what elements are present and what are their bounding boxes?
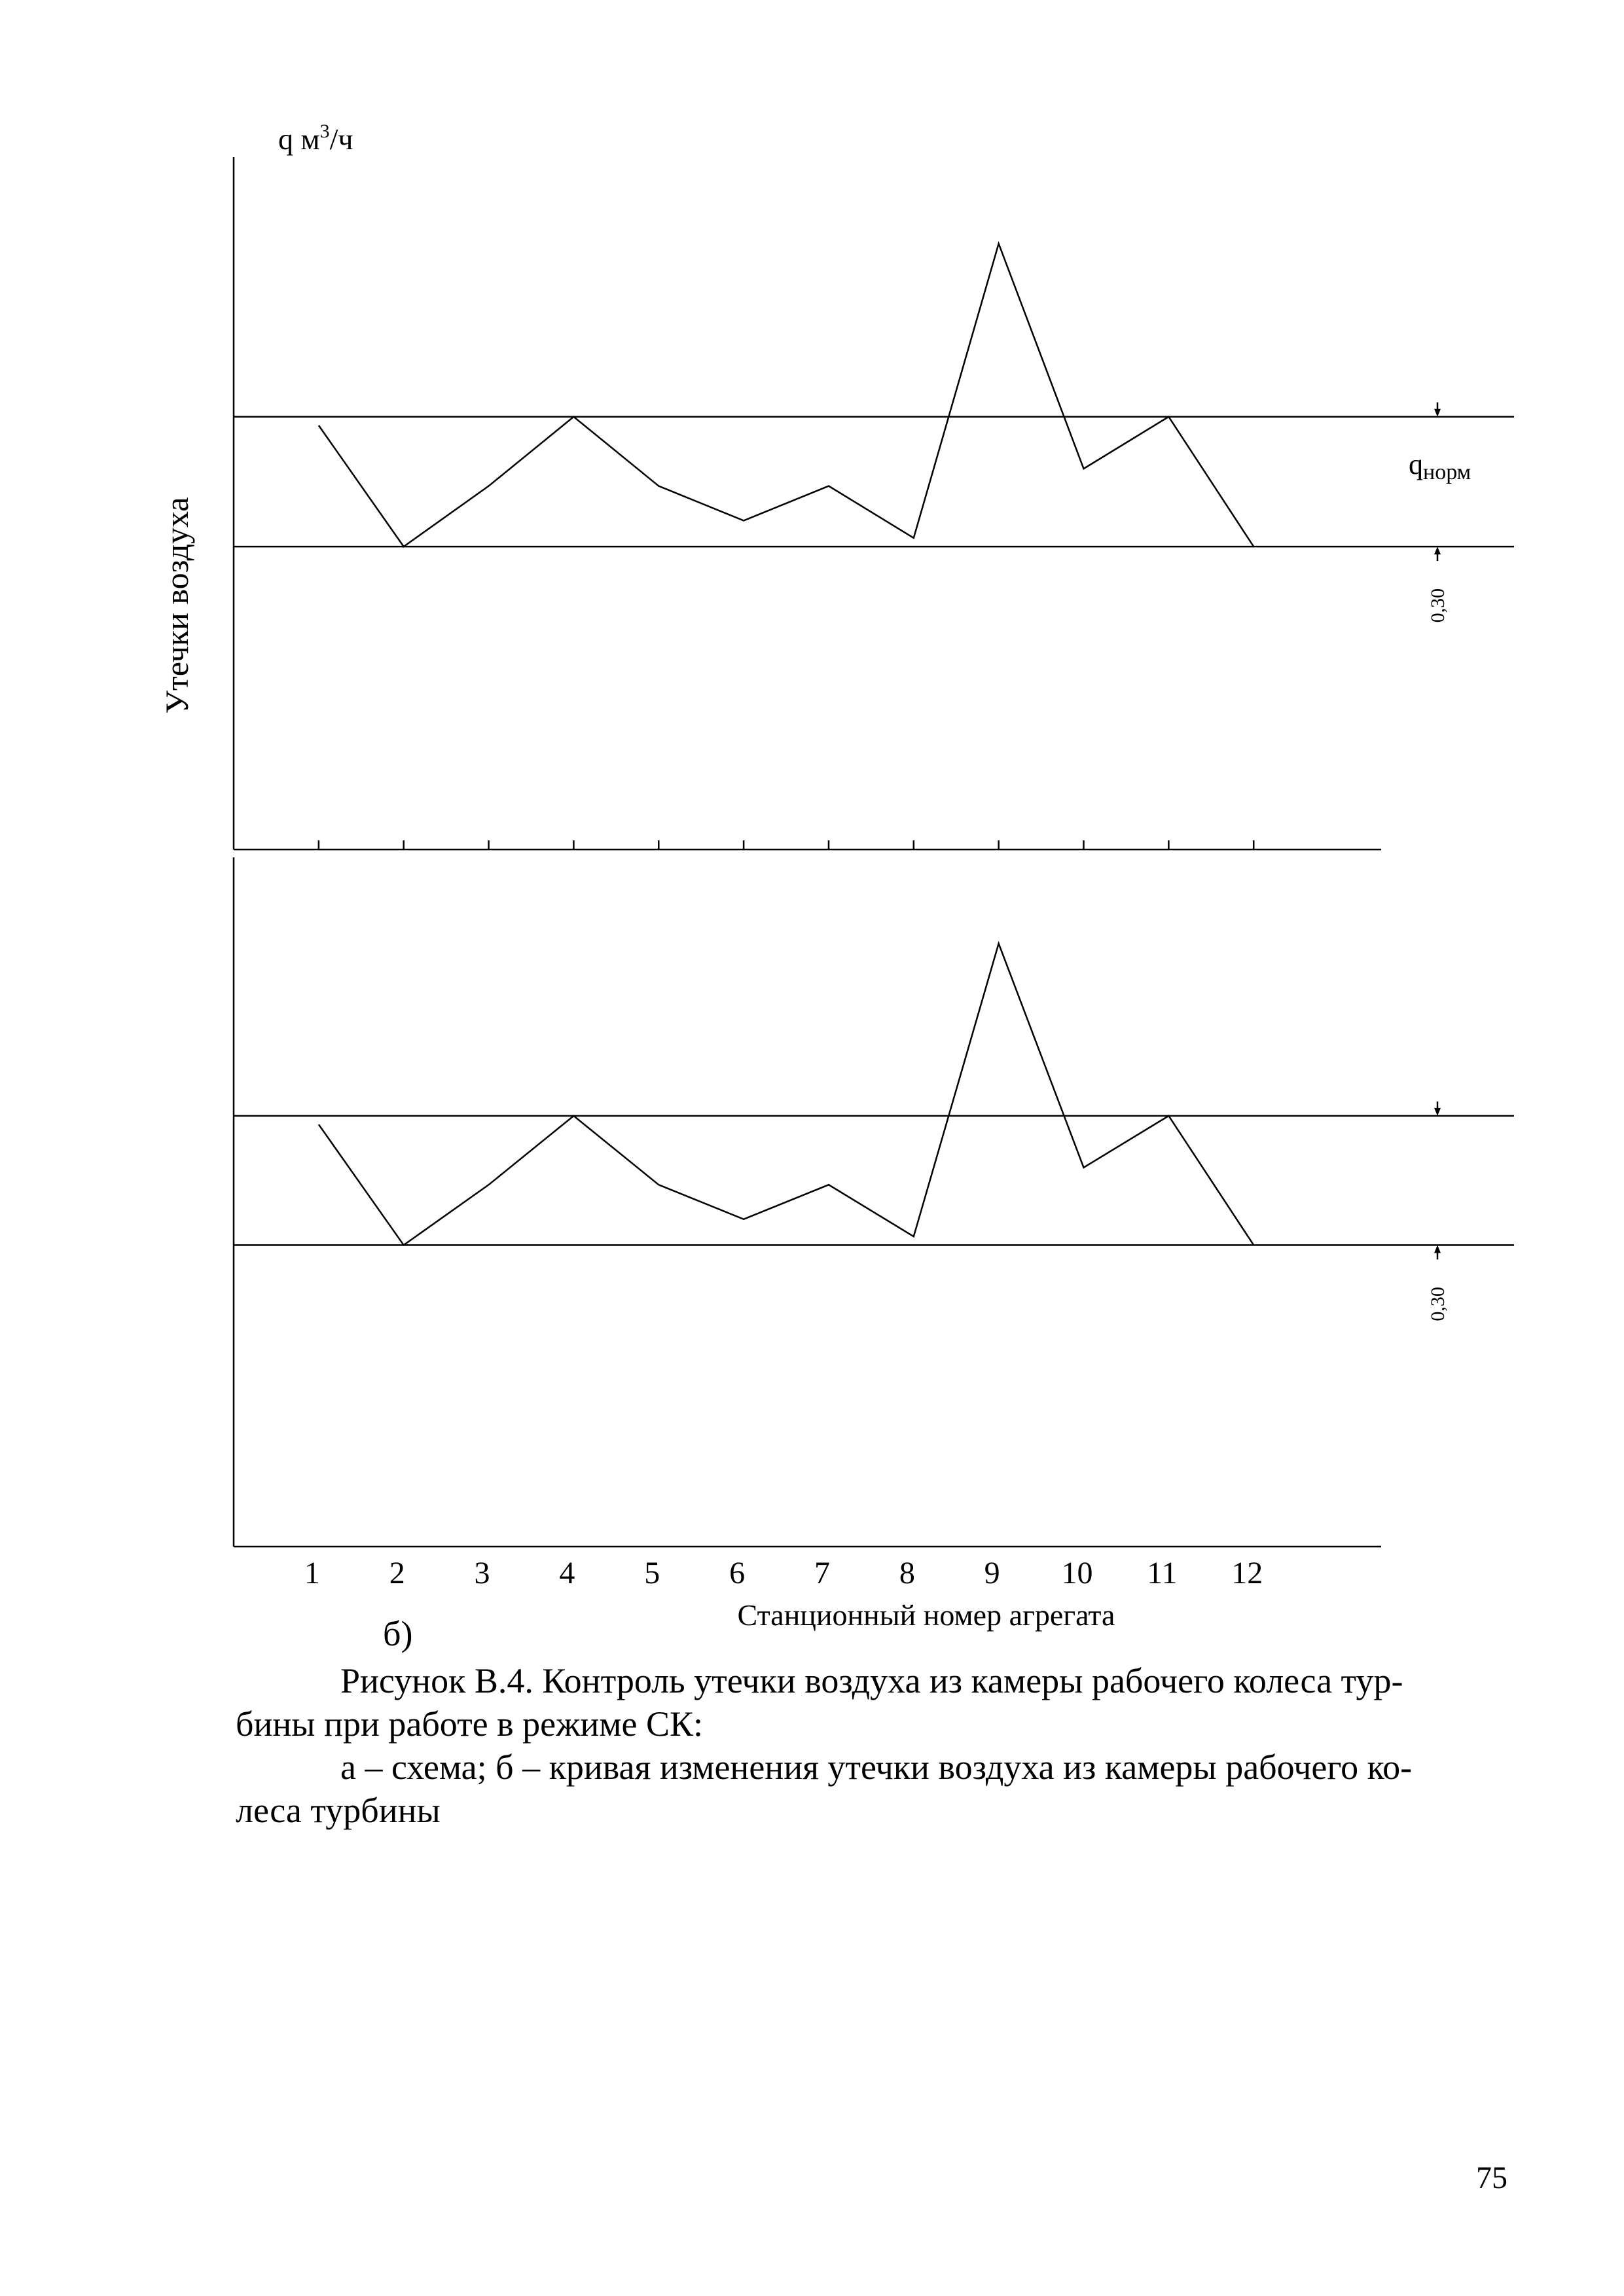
x-tick-label-9: 9 xyxy=(984,1556,1000,1590)
x-tick-label-1: 1 xyxy=(304,1556,320,1590)
caption-line-1: Рисунок В.4. Контроль утечки воздуха из … xyxy=(340,1661,1403,1700)
band-label-q: q xyxy=(1409,448,1423,480)
caption-line-3: а – схема; б – кривая изменения утечки в… xyxy=(340,1748,1413,1787)
x-tick-label-5: 5 xyxy=(644,1556,660,1590)
dimension-arrow-bottom-head xyxy=(1434,1245,1441,1253)
chart-panel-top: 0,30 qнорм q м3/ч Утечки воздуха xyxy=(158,120,1514,851)
dimension-label: 0,30 xyxy=(1427,1287,1449,1321)
subfigure-label: б) xyxy=(383,1614,413,1653)
dimension-arrow-top-head xyxy=(1434,1107,1441,1116)
band-label-sub: норм xyxy=(1423,460,1471,484)
x-tick-label-2: 2 xyxy=(389,1556,405,1590)
y-unit-rest: /ч xyxy=(330,122,353,156)
x-tick-label-11: 11 xyxy=(1147,1556,1177,1590)
series-line xyxy=(317,941,1255,1247)
y-unit-q: q м xyxy=(278,122,320,156)
x-tick-label-4: 4 xyxy=(559,1556,575,1590)
y-axis-label: Утечки воздуха xyxy=(158,497,195,714)
caption-line-2: бины при работе в режиме СК: xyxy=(236,1704,703,1744)
y-unit-sup: 3 xyxy=(320,120,330,142)
series-line xyxy=(317,241,1255,548)
page-number: 75 xyxy=(1476,2161,1507,2195)
x-tick-label-12: 12 xyxy=(1231,1556,1263,1590)
dimension-label: 0,30 xyxy=(1427,588,1449,623)
x-tick-label-7: 7 xyxy=(814,1556,830,1590)
caption-line-4: леса турбины xyxy=(236,1791,441,1830)
band-label: qнорм xyxy=(1409,448,1471,484)
dimension-arrow-top-head xyxy=(1434,408,1441,417)
dimension-arrow-bottom-head xyxy=(1434,547,1441,555)
figure-caption: Рисунок В.4. Контроль утечки воздуха из … xyxy=(236,1659,1512,1832)
x-tick-label-10: 10 xyxy=(1062,1556,1093,1590)
x-tick-label-6: 6 xyxy=(729,1556,745,1590)
x-tick-label-8: 8 xyxy=(899,1556,915,1590)
x-tick-label-3: 3 xyxy=(475,1556,490,1590)
x-axis-label: Станционный номер агрегата xyxy=(738,1598,1115,1632)
y-unit-label: q м3/ч xyxy=(278,120,353,156)
